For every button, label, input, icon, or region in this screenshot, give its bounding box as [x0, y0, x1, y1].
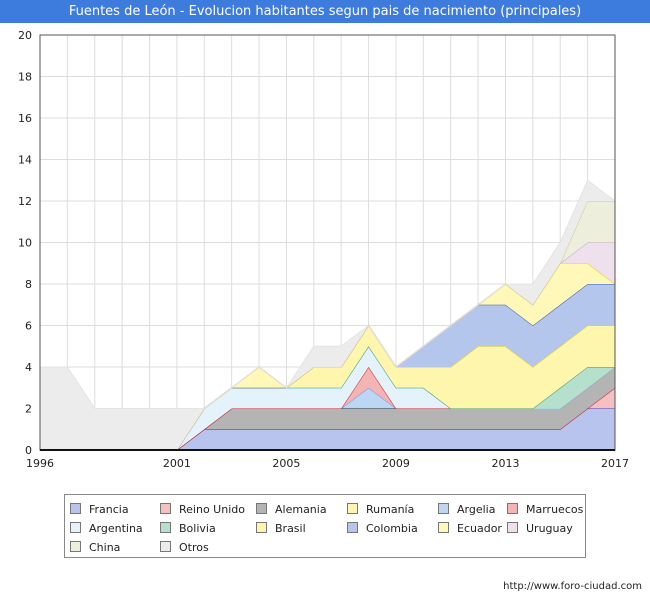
legend-swatch	[160, 522, 171, 533]
legend-swatch	[438, 503, 449, 514]
legend-item: Colombia	[347, 522, 418, 535]
legend-label: Argelia	[457, 503, 496, 516]
legend-item: Uruguay	[507, 522, 573, 535]
area-francia	[40, 408, 615, 450]
legend-label: Rumanía	[366, 503, 415, 516]
legend-item: Argelia	[438, 503, 495, 516]
y-tick-label: 16	[18, 112, 32, 125]
area-argentina	[40, 346, 615, 450]
y-tick-label: 12	[18, 195, 32, 208]
legend-item: Francia	[70, 503, 129, 516]
legend-item: Ecuador	[438, 522, 502, 535]
y-tick-label: 8	[25, 278, 32, 291]
legend-item: Brasil	[256, 522, 306, 535]
legend-swatch	[160, 541, 171, 552]
chart-legend: Francia Reino Unido Alemania Rumanía Argelia…	[64, 494, 586, 558]
y-tick-label: 20	[18, 29, 32, 42]
legend-swatch	[70, 503, 81, 514]
y-tick-label: 14	[18, 154, 32, 167]
y-tick-label: 4	[25, 361, 32, 374]
y-tick-label: 0	[25, 444, 32, 457]
legend-swatch	[256, 522, 267, 533]
y-tick-label: 18	[18, 71, 32, 84]
area-colombia	[40, 284, 615, 450]
legend-item: China	[70, 541, 120, 554]
legend-swatch	[347, 503, 358, 514]
legend-label: Brasil	[275, 522, 306, 535]
legend-label: China	[89, 541, 121, 554]
legend-swatch	[507, 522, 518, 533]
legend-item: Marruecos	[507, 503, 583, 516]
legend-item: Alemania	[256, 503, 327, 516]
legend-label: Alemania	[275, 503, 327, 516]
legend-label: Marruecos	[526, 503, 584, 516]
legend-swatch	[160, 503, 171, 514]
legend-item: Rumanía	[347, 503, 414, 516]
legend-label: Ecuador	[457, 522, 502, 535]
x-tick-label: 2001	[163, 457, 191, 470]
area-edge-otros	[40, 179, 616, 409]
x-tick-label: 2005	[272, 457, 300, 470]
legend-label: Otros	[179, 541, 209, 554]
legend-label: Reino Unido	[179, 503, 245, 516]
x-tick-label: 2013	[491, 457, 519, 470]
source-link[interactable]: http://www.foro-ciudad.com	[503, 581, 642, 592]
legend-item: Reino Unido	[160, 503, 245, 516]
legend-label: Colombia	[366, 522, 418, 535]
x-axis-ticks: 1996 2001 2005 2009 2013 2017	[26, 457, 629, 470]
y-axis-ticks: 0 2 4 6 8 10 12 14 16 18 20	[18, 29, 32, 457]
legend-swatch	[70, 541, 81, 552]
legend-swatch	[70, 522, 81, 533]
legend-item: Bolivia	[160, 522, 216, 535]
legend-item: Argentina	[70, 522, 143, 535]
y-tick-label: 10	[18, 237, 32, 250]
area-ecuador	[40, 263, 615, 450]
chart-title: Fuentes de León - Evolucion habitantes s…	[0, 0, 650, 23]
x-tick-label: 1996	[26, 457, 54, 470]
legend-swatch	[507, 503, 518, 514]
area-otros	[40, 180, 615, 451]
y-tick-label: 6	[25, 320, 32, 333]
legend-label: Uruguay	[526, 522, 573, 535]
legend-item: Otros	[160, 541, 209, 554]
legend-swatch	[347, 522, 358, 533]
area-brasil	[40, 325, 615, 450]
x-tick-label: 2017	[601, 457, 629, 470]
legend-label: Bolivia	[179, 522, 216, 535]
x-tick-label: 2009	[382, 457, 410, 470]
plot-frame	[39, 34, 616, 451]
legend-label: Argentina	[89, 522, 143, 535]
legend-swatch	[438, 522, 449, 533]
y-tick-label: 2	[25, 403, 32, 416]
legend-swatch	[256, 503, 267, 514]
legend-label: Francia	[89, 503, 129, 516]
